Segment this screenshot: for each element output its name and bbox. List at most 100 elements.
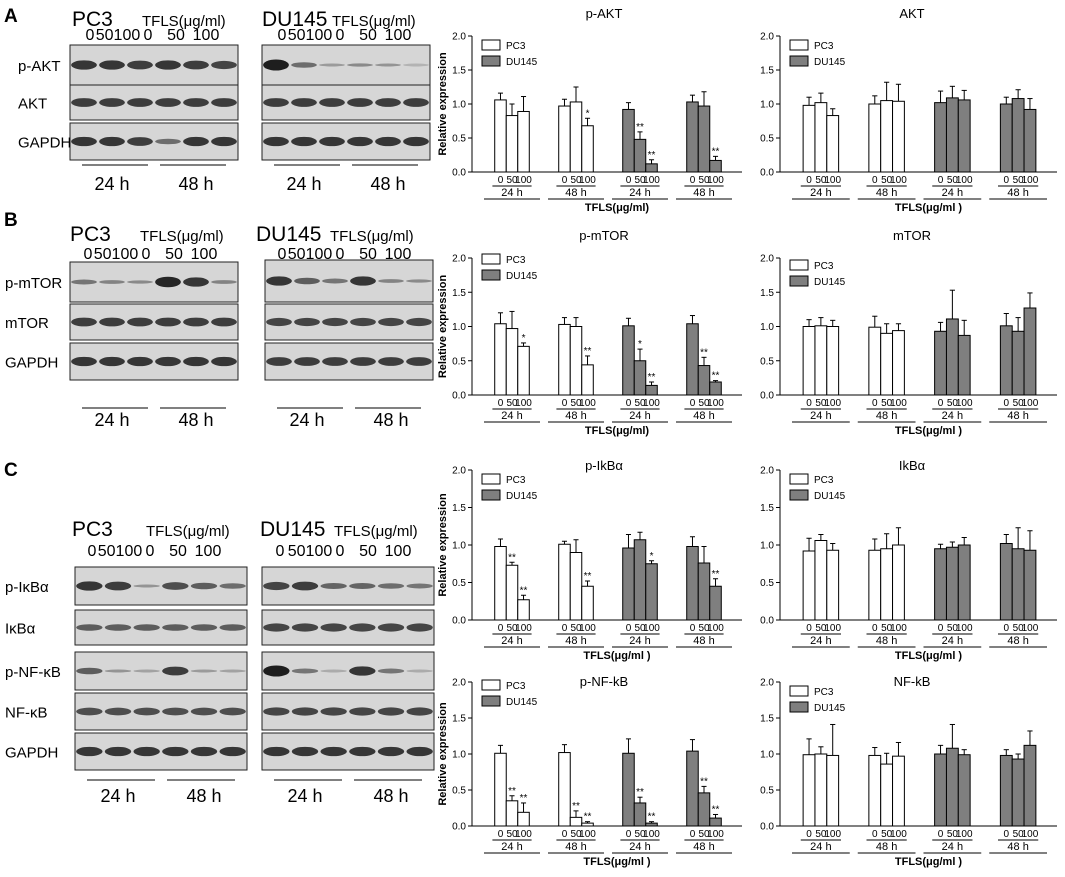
dose-label: 0 bbox=[142, 246, 151, 263]
protein-band bbox=[211, 136, 237, 147]
protein-band bbox=[406, 707, 433, 716]
dose-tick-label: 100 bbox=[643, 398, 660, 409]
legend-label: PC3 bbox=[506, 255, 526, 266]
y-tick-label: 2.0 bbox=[452, 466, 466, 477]
bar bbox=[505, 328, 519, 396]
blot-row-label: mTOR bbox=[5, 315, 49, 332]
blot-row-label: IκBα bbox=[5, 621, 36, 638]
bar bbox=[802, 754, 816, 827]
dose-label: 100 bbox=[385, 27, 412, 44]
legend-label: DU145 bbox=[506, 491, 538, 502]
dose-tick-label: 100 bbox=[890, 623, 907, 634]
bar-chart: p-IkBα 0.0 0.5 1.0 1.5 2.0 Relative expression… bbox=[437, 458, 742, 662]
protein-band bbox=[291, 98, 317, 107]
bar bbox=[622, 547, 635, 621]
y-tick-label: 2.0 bbox=[452, 32, 466, 43]
protein-band bbox=[322, 278, 348, 284]
y-tick-label: 1.5 bbox=[760, 66, 774, 77]
dose-tick-label: 0 bbox=[498, 829, 504, 840]
y-tick-label: 1.5 bbox=[760, 288, 774, 299]
protein-band bbox=[377, 668, 405, 674]
protein-band bbox=[263, 707, 290, 716]
x-axis-label: TFLS(μg/ml ) bbox=[895, 202, 963, 214]
dose-tick-label: 100 bbox=[956, 175, 973, 186]
dose-tick-label: 0 bbox=[562, 398, 568, 409]
protein-band bbox=[155, 276, 181, 288]
bar bbox=[868, 549, 882, 621]
group-time-label: 24 h bbox=[942, 410, 963, 422]
significance-marker: ** bbox=[712, 804, 720, 815]
bar bbox=[999, 325, 1013, 396]
dose-tick-label: 100 bbox=[707, 175, 724, 186]
y-tick-label: 0.5 bbox=[760, 786, 774, 797]
legend-label: DU145 bbox=[814, 703, 846, 714]
bar bbox=[868, 103, 882, 173]
dose-tick-label: 50 bbox=[570, 175, 582, 186]
significance-marker: ** bbox=[712, 146, 720, 157]
dose-tick-label: 50 bbox=[881, 175, 893, 186]
protein-band bbox=[266, 317, 292, 327]
time-label: 24 h bbox=[100, 786, 135, 806]
bar bbox=[633, 539, 647, 621]
significance-marker: ** bbox=[712, 569, 720, 580]
legend-swatch bbox=[789, 489, 809, 501]
time-label: 24 h bbox=[94, 410, 129, 430]
bar bbox=[945, 97, 959, 173]
blot-strip bbox=[264, 259, 434, 303]
treatment-label: TFLS(μg/ml) bbox=[140, 228, 224, 245]
dose-label: 50 bbox=[359, 27, 377, 44]
protein-band bbox=[76, 581, 103, 591]
protein-band bbox=[99, 98, 125, 107]
bar bbox=[999, 543, 1013, 621]
dose-tick-label: 100 bbox=[1022, 175, 1039, 186]
protein-band bbox=[291, 581, 319, 591]
y-tick-label: 1.0 bbox=[760, 100, 774, 111]
dose-label: 0 bbox=[336, 543, 345, 560]
y-tick-label: 0.5 bbox=[452, 134, 466, 145]
treatment-label: TFLS(μg/ml) bbox=[330, 228, 414, 245]
panel-label: B bbox=[4, 210, 18, 231]
protein-band bbox=[127, 60, 153, 70]
protein-band bbox=[291, 623, 319, 632]
y-axis-label: Relative expression bbox=[437, 702, 449, 806]
protein-band bbox=[263, 59, 289, 71]
dose-tick-label: 0 bbox=[872, 398, 878, 409]
bar bbox=[814, 102, 828, 173]
dose-tick-label: 100 bbox=[824, 829, 841, 840]
blot-strip bbox=[69, 122, 239, 161]
bar bbox=[494, 323, 507, 396]
bar bbox=[686, 750, 699, 827]
y-tick-label: 1.5 bbox=[452, 66, 466, 77]
dose-tick-label: 50 bbox=[881, 829, 893, 840]
group-time-label: 24 h bbox=[810, 635, 831, 647]
dose-tick-label: 50 bbox=[506, 829, 518, 840]
group-time-label: 48 h bbox=[1007, 841, 1028, 853]
protein-band bbox=[378, 357, 404, 366]
protein-band bbox=[291, 62, 317, 68]
bar bbox=[814, 753, 828, 827]
dose-label: 0 bbox=[84, 246, 93, 263]
bar bbox=[999, 103, 1013, 173]
protein-band bbox=[99, 60, 125, 70]
dose-tick-label: 100 bbox=[824, 398, 841, 409]
western-blot: PC3 TFLS(μg/ml)0 50100 0 50 100p-mTORmTORGAPD… bbox=[5, 223, 239, 430]
protein-band bbox=[377, 623, 405, 632]
protein-band bbox=[219, 669, 246, 673]
protein-band bbox=[377, 746, 405, 757]
legend-swatch bbox=[789, 39, 809, 51]
y-tick-label: 2.0 bbox=[760, 254, 774, 265]
dose-tick-label: 50 bbox=[1013, 175, 1025, 186]
significance-marker: ** bbox=[520, 793, 528, 804]
dose-tick-label: 100 bbox=[1022, 829, 1039, 840]
group-time-label: 24 h bbox=[629, 410, 650, 422]
group-time-label: 48 h bbox=[876, 410, 897, 422]
dose-tick-label: 100 bbox=[1022, 623, 1039, 634]
y-tick-label: 1.5 bbox=[760, 503, 774, 514]
dose-label: 100 bbox=[385, 543, 412, 560]
y-tick-label: 1.0 bbox=[760, 750, 774, 761]
protein-band bbox=[127, 317, 153, 327]
dose-tick-label: 50 bbox=[570, 623, 582, 634]
bar bbox=[1011, 758, 1025, 827]
dose-tick-label: 0 bbox=[690, 398, 696, 409]
